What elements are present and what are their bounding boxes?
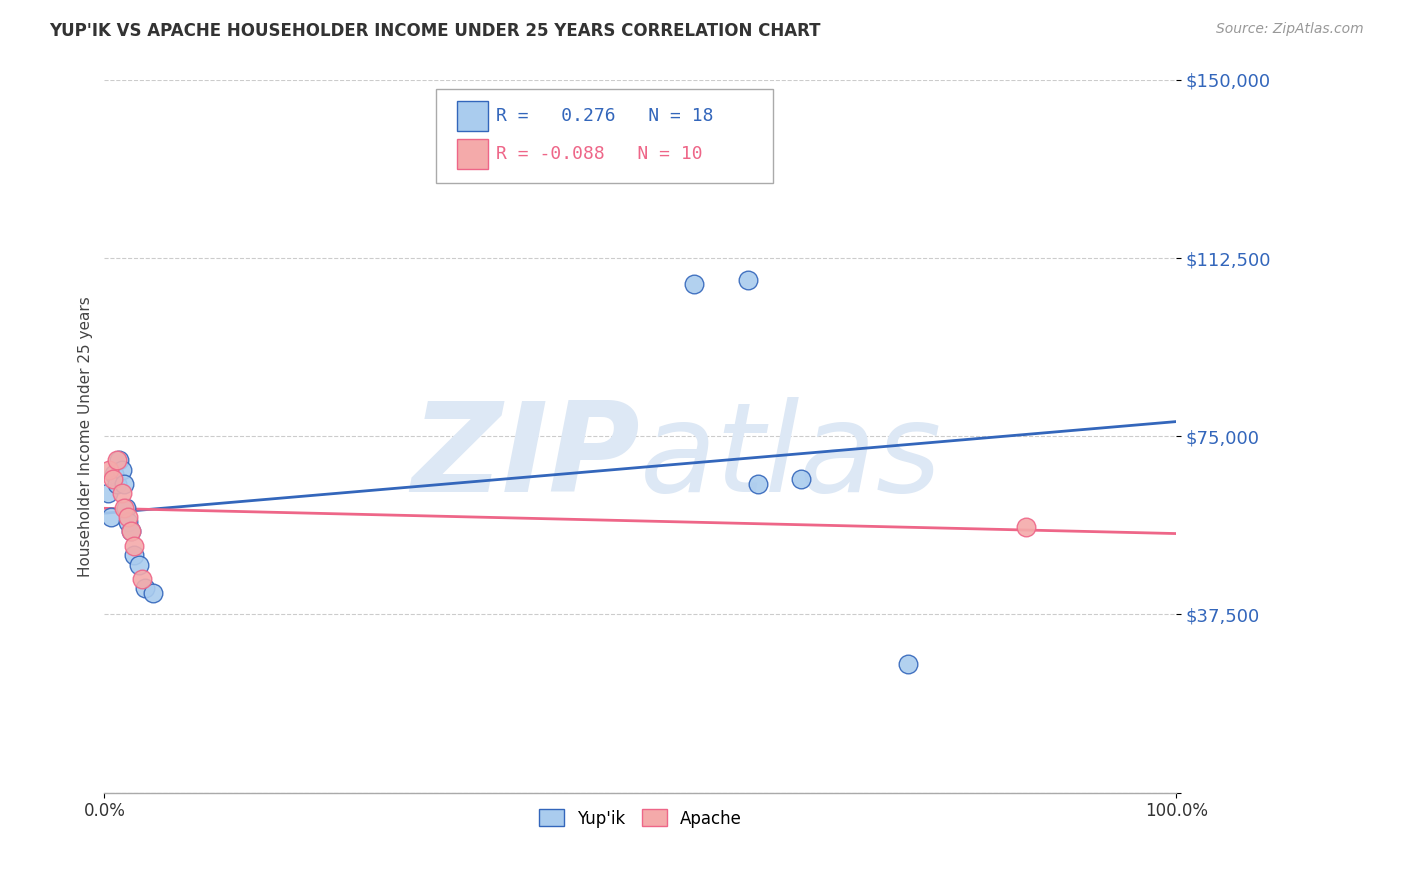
Point [105,453,128,467]
Point [108,453,131,467]
Point [120,524,142,539]
Point [110,486,132,500]
Point [97,462,120,476]
Text: ZIP: ZIP [412,397,640,518]
Text: R =   0.276   N = 18: R = 0.276 N = 18 [496,107,714,125]
Point [747,476,769,491]
Point [131,572,153,586]
Point [124,539,146,553]
Point [103,467,125,482]
Text: atlas: atlas [640,397,942,518]
Point [117,510,139,524]
Point [120,524,142,539]
Point [101,472,124,486]
Legend: Yup'ik, Apache: Yup'ik, Apache [531,803,749,834]
Point [790,472,813,486]
Point [142,586,165,600]
Point [897,657,920,672]
Text: YUP'IK VS APACHE HOUSEHOLDER INCOME UNDER 25 YEARS CORRELATION CHART: YUP'IK VS APACHE HOUSEHOLDER INCOME UNDE… [49,22,821,40]
Point [117,515,139,529]
Point [97,486,120,500]
Point [110,462,132,476]
Point [112,500,135,515]
Point [112,476,135,491]
Y-axis label: Householder Income Under 25 years: Householder Income Under 25 years [79,296,93,577]
Point [737,272,759,286]
Point [128,558,150,572]
Point [124,548,146,562]
Point [114,500,136,515]
Text: Source: ZipAtlas.com: Source: ZipAtlas.com [1216,22,1364,37]
Point [683,277,706,292]
Point [1015,519,1038,533]
Point [100,510,122,524]
Point [134,582,156,596]
Text: R = -0.088   N = 10: R = -0.088 N = 10 [496,145,703,163]
Point [105,476,128,491]
